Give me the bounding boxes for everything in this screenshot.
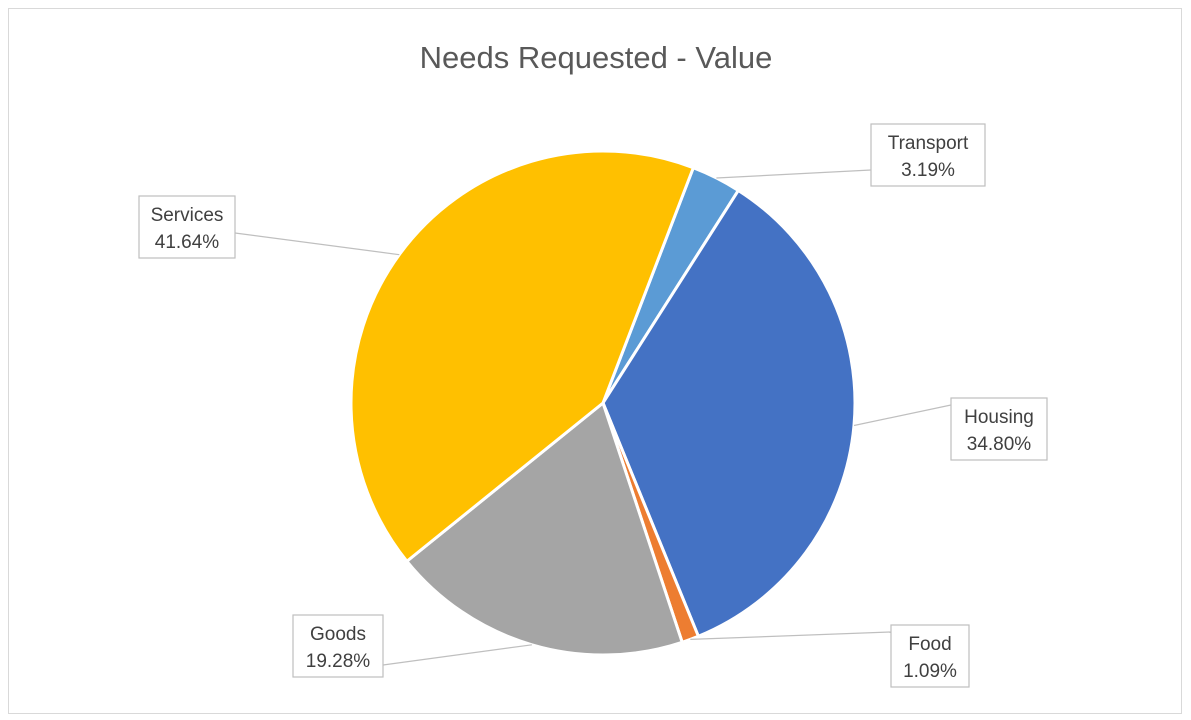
data-label-box <box>950 397 1048 461</box>
data-label-box <box>292 614 384 678</box>
data-label-box <box>138 195 236 259</box>
pie-slice-housing <box>601 188 857 638</box>
data-label-percent: 1.09% <box>903 661 957 682</box>
data-label-category: Transport <box>888 133 969 154</box>
data-label-food: Food 1.09% <box>890 624 970 688</box>
leader-line-transport <box>716 169 872 179</box>
data-label-category: Goods <box>310 624 366 645</box>
leader-line-housing <box>853 404 952 427</box>
data-label-percent: 34.80% <box>967 434 1032 455</box>
data-label-category: Food <box>908 634 951 655</box>
data-label-box <box>870 123 986 187</box>
data-label-category: Housing <box>964 407 1034 428</box>
data-label-category: Services <box>151 205 224 226</box>
leader-line-services <box>234 232 400 256</box>
data-label-housing: Housing 34.80% <box>950 397 1048 461</box>
data-label-transport: Transport 3.19% <box>870 123 986 187</box>
chart-title: Needs Requested - Value <box>420 40 773 75</box>
data-label-goods: Goods 19.28% <box>292 614 384 678</box>
leader-line-food <box>690 631 892 640</box>
leader-line-goods <box>382 644 532 666</box>
data-labels: Transport 3.19% Housing 34.80% Food 1.09% Good… <box>138 123 1048 688</box>
data-label-box <box>890 624 970 688</box>
pie-slices <box>349 149 857 657</box>
data-label-percent: 3.19% <box>901 160 955 181</box>
data-label-percent: 19.28% <box>306 651 371 672</box>
leader-lines <box>234 169 952 666</box>
data-label-services: Services 41.64% <box>138 195 236 259</box>
data-label-percent: 41.64% <box>155 232 220 253</box>
